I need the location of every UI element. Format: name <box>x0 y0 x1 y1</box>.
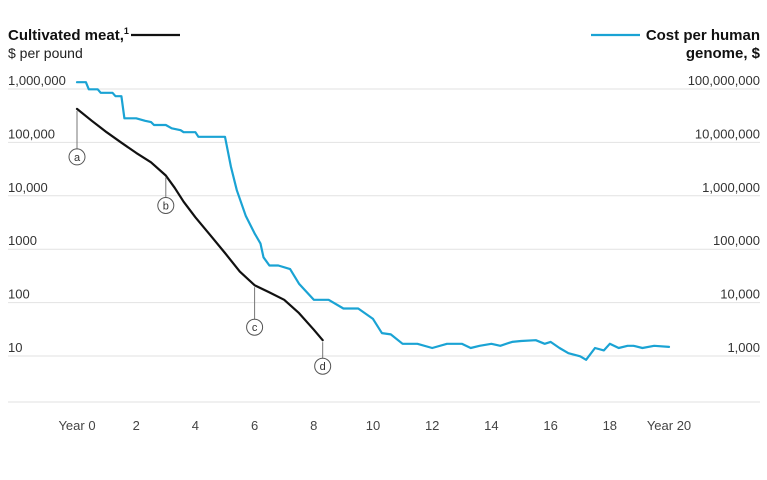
x-tick-label: 12 <box>425 418 439 433</box>
annotation-marker-c <box>246 318 264 336</box>
x-tick-label: 8 <box>310 418 317 433</box>
right-tick-label: 100,000 <box>713 233 760 248</box>
annotation-marker-a <box>68 148 86 166</box>
left-tick-label: 100,000 <box>8 126 55 141</box>
right-axis-ticks: 100,000,000 10,000,000 1,000,000 100,000 10,… <box>688 73 760 355</box>
left-tick-label: 10,000 <box>8 180 48 195</box>
left-axis-title: Cultivated meat,1 <box>8 26 129 44</box>
right-axis-title-line2: genome, $ <box>686 45 761 62</box>
x-tick-label: 16 <box>543 418 557 433</box>
annotation-label-b: b <box>163 200 169 212</box>
left-axis-ticks: 1,000,000 100,000 10,000 1000 100 10 <box>8 73 66 355</box>
right-tick-label: 1,000 <box>727 340 760 355</box>
x-tick-label: 2 <box>133 418 140 433</box>
x-axis-ticks: Year 0 2 4 6 8 10 12 14 16 18 Year 20 <box>58 418 691 433</box>
annotation-label-d: d <box>320 361 326 373</box>
x-tick-label: 10 <box>366 418 380 433</box>
right-axis-title-line1: Cost per human <box>646 27 760 44</box>
left-tick-label: 1,000,000 <box>8 73 66 88</box>
x-tick-label: 4 <box>192 418 199 433</box>
annotation-marker-d <box>314 357 332 375</box>
left-axis-title-footnote: 1 <box>124 26 129 36</box>
gridlines <box>8 88 760 403</box>
x-tick-label: Year 0 <box>58 418 95 433</box>
x-tick-label: Year 20 <box>647 418 691 433</box>
annotations: a b c d <box>68 110 332 375</box>
genome-cost-line <box>75 81 671 361</box>
left-axis-subtitle: $ per pound <box>8 45 83 61</box>
x-tick-label: 18 <box>603 418 617 433</box>
cultivated-meat-line <box>75 107 324 342</box>
series <box>75 81 671 361</box>
right-tick-label: 100,000,000 <box>688 73 760 88</box>
right-tick-label: 10,000 <box>720 287 760 302</box>
legend-left: Cultivated meat,1 $ per pound <box>8 26 180 61</box>
x-tick-label: 6 <box>251 418 258 433</box>
annotation-label-a: a <box>74 152 81 164</box>
left-tick-label: 1000 <box>8 233 37 248</box>
right-tick-label: 10,000,000 <box>695 126 760 141</box>
right-tick-label: 1,000,000 <box>702 180 760 195</box>
x-tick-label: 14 <box>484 418 498 433</box>
left-tick-label: 10 <box>8 340 22 355</box>
annotation-marker-b <box>157 196 175 214</box>
legend-right: Cost per human genome, $ <box>591 27 761 62</box>
annotation-label-c: c <box>252 322 258 334</box>
left-tick-label: 100 <box>8 287 30 302</box>
